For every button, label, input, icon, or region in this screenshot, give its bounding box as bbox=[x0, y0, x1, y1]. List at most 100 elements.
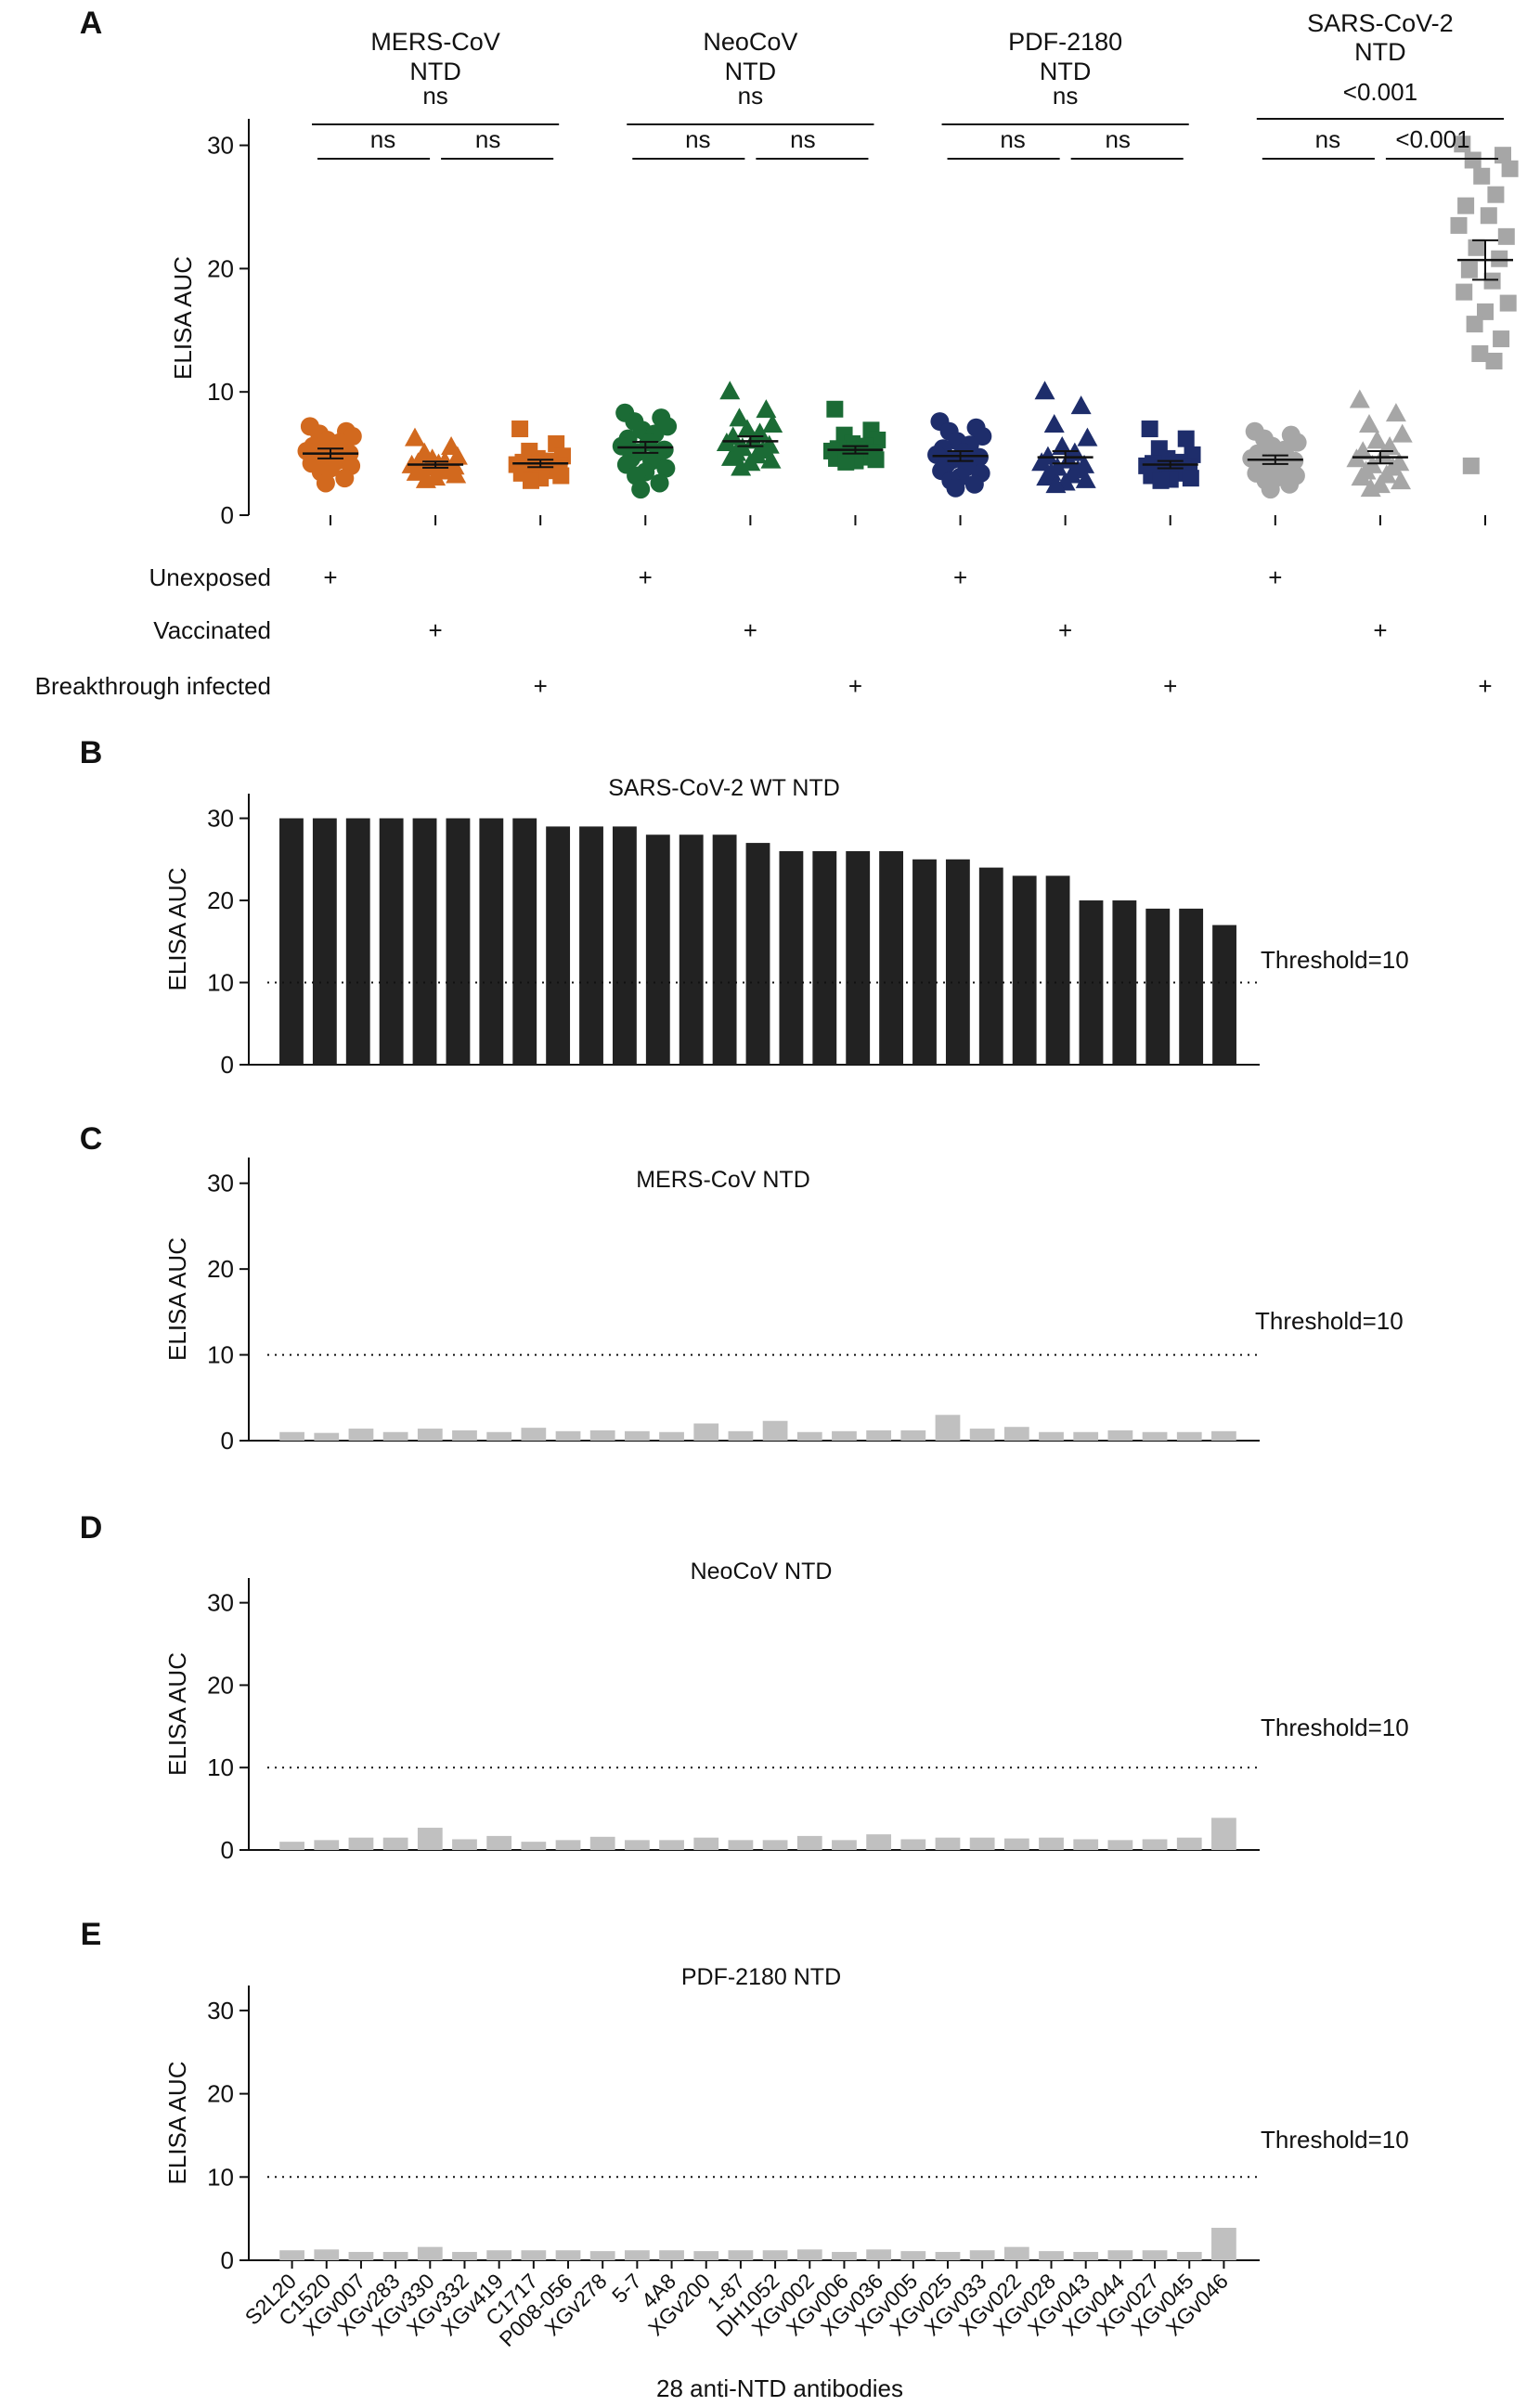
panel-b-y-tick-label: 30 bbox=[207, 805, 234, 833]
panel-e-title: PDF-2180 NTD bbox=[681, 1964, 841, 1990]
panel-a-data-point bbox=[1466, 316, 1483, 333]
panel-a-data-point bbox=[719, 381, 741, 400]
panel-c-bar bbox=[521, 1428, 547, 1441]
panel-a-overall-significance: ns bbox=[1053, 82, 1078, 110]
panel-a-overall-significance: ns bbox=[422, 82, 447, 110]
panel-e-bar bbox=[1003, 2246, 1029, 2260]
panel-c-bar bbox=[1211, 1430, 1236, 1441]
panel-d-bar bbox=[1176, 1837, 1202, 1850]
panel-c-bar bbox=[555, 1430, 581, 1441]
panel-e-bar bbox=[521, 2250, 547, 2260]
panel-a-data-point bbox=[1360, 478, 1381, 498]
panel-a-data-point bbox=[511, 420, 529, 438]
panel-b-bar bbox=[512, 818, 537, 1065]
panel-a-data-point bbox=[446, 464, 467, 484]
panel-b-bar bbox=[712, 834, 737, 1065]
panel-a-data-point bbox=[1495, 147, 1511, 164]
panel-a-y-axis-title: ELISA AUC bbox=[169, 256, 197, 380]
panel-e-bar bbox=[348, 2252, 374, 2260]
panel-a-data-point bbox=[1075, 469, 1096, 488]
panel-a-data-point bbox=[1182, 470, 1199, 487]
panel-c-bar bbox=[348, 1429, 374, 1441]
panel-c-threshold-label: Threshold=10 bbox=[1255, 1307, 1404, 1335]
panel-a-data-point bbox=[335, 469, 355, 488]
panel-d-y-tick-label: 0 bbox=[221, 1836, 234, 1864]
panel-a-data-point bbox=[406, 461, 427, 481]
panel-a-data-point bbox=[731, 457, 752, 476]
panel-a-plus-sign: + bbox=[1163, 672, 1177, 700]
panel-e-bar bbox=[1039, 2251, 1064, 2260]
panel-a-overall-significance: ns bbox=[738, 82, 763, 110]
panel-c-bar bbox=[1107, 1429, 1133, 1441]
panel-b-bar bbox=[779, 850, 804, 1065]
panel-a-plus-sign: + bbox=[1268, 563, 1282, 591]
panel-a-plus-sign: + bbox=[534, 672, 548, 700]
panel-b-bar bbox=[579, 826, 603, 1065]
panel-a-data-point bbox=[1454, 136, 1471, 153]
panel-c-bar bbox=[693, 1423, 719, 1441]
panel-b-bar bbox=[279, 818, 304, 1065]
panel-d-bar bbox=[555, 1840, 581, 1850]
panel-a-data-point bbox=[1373, 445, 1394, 464]
panel-a-data-point bbox=[1391, 423, 1413, 443]
panel-a-group-label-ntd-0: NTD bbox=[409, 58, 461, 85]
panel-c-y-axis-title: ELISA AUC bbox=[163, 1237, 191, 1361]
panel-a-plus-sign: + bbox=[1058, 616, 1072, 644]
panel-a-condition-label: Vaccinated bbox=[153, 616, 271, 644]
panel-a-data-point bbox=[1471, 345, 1489, 363]
panel-e-bar bbox=[728, 2250, 754, 2260]
panel-c-bar bbox=[314, 1432, 340, 1441]
panel-d-bar bbox=[832, 1840, 857, 1850]
panel-e-bar bbox=[452, 2252, 477, 2260]
panel-e-y-tick-label: 20 bbox=[207, 2080, 234, 2108]
panel-d-bar bbox=[348, 1837, 374, 1850]
panel-c-bar bbox=[796, 1431, 822, 1441]
panel-b-bar bbox=[1012, 875, 1037, 1065]
panel-d-threshold-label: Threshold=10 bbox=[1261, 1714, 1409, 1741]
panel-a-data-point bbox=[1043, 414, 1065, 433]
panel-a-data-point bbox=[650, 473, 669, 493]
panel-a-group-label-ntd-3: NTD bbox=[1354, 38, 1406, 66]
panel-b-bar bbox=[412, 818, 437, 1065]
panel-a-data-point bbox=[1450, 216, 1468, 234]
panel-c-y-tick-label: 30 bbox=[207, 1170, 234, 1197]
panel-b-bar bbox=[479, 818, 504, 1065]
panel-a-data-point bbox=[1462, 457, 1480, 474]
panel-b-bar bbox=[379, 818, 404, 1065]
panel-a-pair-significance: ns bbox=[1000, 125, 1025, 153]
panel-e-x-tick-label: 5-7 bbox=[607, 2269, 646, 2308]
panel-b-y-axis-title: ELISA AUC bbox=[163, 868, 191, 991]
panel-c-bar bbox=[279, 1431, 304, 1441]
panel-a-data-point bbox=[756, 399, 777, 419]
panel-d-bar bbox=[1107, 1840, 1133, 1850]
panel-e-bar bbox=[796, 2249, 822, 2260]
panel-e-bar bbox=[1176, 2252, 1202, 2260]
panel-d-y-tick-label: 30 bbox=[207, 1589, 234, 1617]
panel-b-bar bbox=[1112, 900, 1137, 1065]
panel-e-y-tick-label: 30 bbox=[207, 1997, 234, 2024]
panel-a-data-point bbox=[1351, 467, 1372, 486]
panel-a-data-point bbox=[552, 467, 570, 485]
panel-a-data-point bbox=[1385, 403, 1406, 422]
panel-a-data-point bbox=[631, 480, 651, 499]
panel-a-plus-sign: + bbox=[848, 672, 862, 700]
panel-c-bar bbox=[452, 1429, 477, 1441]
panel-e-bar bbox=[589, 2251, 615, 2260]
panel-b-letter: B bbox=[80, 735, 103, 770]
panel-a-data-point bbox=[1487, 186, 1505, 203]
panel-a-data-point bbox=[522, 472, 539, 489]
panel-a-data-point bbox=[1391, 471, 1412, 490]
panel-c-bar bbox=[1142, 1431, 1168, 1441]
panel-a-data-point bbox=[1034, 381, 1055, 400]
panel-a-plus-sign: + bbox=[744, 616, 757, 644]
panel-c-bar bbox=[832, 1430, 857, 1441]
panel-a-group-label-ntd-1: NTD bbox=[725, 58, 777, 85]
panel-e-bar bbox=[1211, 2228, 1236, 2260]
panel-b-y-tick-label: 10 bbox=[207, 969, 234, 997]
panel-a-data-point bbox=[826, 400, 844, 418]
panel-c-bar bbox=[1039, 1431, 1064, 1441]
panel-b-bar bbox=[812, 850, 837, 1065]
panel-a-plus-sign: + bbox=[428, 616, 442, 644]
panel-d-bar bbox=[624, 1840, 650, 1850]
panel-e-bar bbox=[866, 2249, 892, 2260]
